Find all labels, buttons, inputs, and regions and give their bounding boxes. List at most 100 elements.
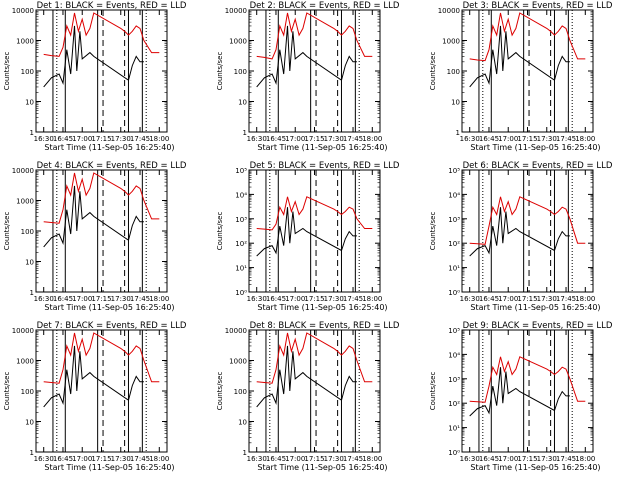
x-tick-label: 17:45	[130, 295, 150, 303]
y-tick-label: 100	[21, 68, 34, 76]
x-tick-label: 17:15	[517, 135, 537, 143]
x-tick-label: 17:30	[324, 135, 344, 143]
x-tick-label: 16:45	[266, 295, 286, 303]
x-tick-label: 17:45	[343, 135, 363, 143]
time-markers	[265, 330, 360, 452]
x-tick-label: 18:00	[149, 295, 169, 303]
x-tick-label: 16:45	[53, 135, 73, 143]
x-tick-label: 17:15	[91, 295, 111, 303]
x-tick-label: 17:15	[304, 455, 324, 463]
time-markers	[52, 330, 147, 452]
y-axis-label: Counts/sec	[216, 212, 224, 251]
y-tick-label: 10³	[235, 216, 247, 224]
x-tick-label: 18:00	[149, 455, 169, 463]
y-tick-label: 10⁵	[448, 167, 460, 175]
y-tick-label: 10⁵	[235, 167, 247, 175]
x-tick-label: 16:45	[479, 135, 499, 143]
x-axis-label: Start Time (11-Sep-05 16:25:40)	[257, 303, 387, 312]
x-tick-label: 17:00	[72, 135, 92, 143]
y-tick-label: 10³	[448, 216, 460, 224]
series-lld-line	[256, 196, 373, 231]
x-tick-label: 17:15	[304, 135, 324, 143]
y-axis-label: Counts/sec	[429, 372, 437, 411]
x-tick-label: 18:00	[575, 135, 595, 143]
y-tick-label: 10²	[448, 400, 460, 408]
y-axis-label: Counts/sec	[216, 372, 224, 411]
y-tick-label: 100	[234, 68, 247, 76]
x-axis-label: Start Time (11-Sep-05 16:25:40)	[257, 143, 387, 152]
x-tick-label: 17:15	[91, 455, 111, 463]
y-tick-label: 1000	[229, 358, 247, 366]
plot-frame	[248, 169, 381, 293]
x-tick-label: 16:30	[247, 455, 267, 463]
y-axis-label: Counts/sec	[3, 212, 11, 251]
time-markers	[265, 170, 360, 292]
y-tick-label: 10	[238, 99, 247, 107]
y-tick-label: 100	[21, 228, 34, 236]
y-tick-label: 1000	[16, 358, 34, 366]
y-tick-label: 10⁵	[448, 327, 460, 335]
time-markers	[265, 10, 360, 132]
x-tick-label: 16:45	[53, 295, 73, 303]
panel-title: Det 8: BLACK = Events, RED = LLD	[250, 321, 400, 331]
y-tick-label: 10000	[225, 7, 247, 15]
x-tick-label: 16:45	[266, 135, 286, 143]
y-axis-label: Counts/sec	[216, 52, 224, 91]
x-tick-label: 18:00	[575, 455, 595, 463]
y-tick-label: 10³	[448, 376, 460, 384]
series-lld-line	[43, 172, 160, 224]
x-tick-label: 17:45	[556, 295, 576, 303]
series-events-line	[469, 367, 570, 417]
series-events-line	[43, 25, 144, 88]
panel-det-7: Det 7: BLACK = Events, RED = LLD Counts/s…	[3, 321, 187, 472]
x-tick-label: 18:00	[575, 295, 595, 303]
plot-frame	[461, 329, 594, 453]
x-tick-label: 16:30	[460, 455, 480, 463]
series-lld-line	[43, 12, 160, 57]
x-tick-label: 17:00	[285, 455, 305, 463]
y-tick-label: 10	[25, 99, 34, 107]
x-tick-label: 16:30	[34, 455, 54, 463]
panel-title: Det 6: BLACK = Events, RED = LLD	[463, 161, 613, 171]
x-tick-label: 16:45	[266, 455, 286, 463]
time-markers	[478, 10, 573, 132]
x-tick-label: 17:15	[304, 295, 324, 303]
plot-frame	[35, 169, 168, 293]
x-tick-label: 17:30	[111, 295, 131, 303]
x-tick-label: 17:00	[498, 295, 518, 303]
y-axis-label: Counts/sec	[429, 52, 437, 91]
x-tick-label: 17:30	[324, 295, 344, 303]
series-events-line	[469, 25, 570, 88]
series-events-line	[43, 185, 144, 248]
x-tick-label: 16:45	[53, 455, 73, 463]
y-tick-label: 1	[243, 449, 247, 457]
y-tick-label: 1000	[16, 198, 34, 206]
series-lld-line	[43, 332, 160, 384]
x-tick-label: 17:45	[130, 135, 150, 143]
x-tick-label: 16:30	[34, 295, 54, 303]
y-tick-label: 10¹	[448, 265, 460, 273]
series-lld-line	[469, 196, 586, 245]
time-markers	[52, 10, 147, 132]
x-tick-label: 17:00	[72, 295, 92, 303]
x-tick-label: 17:30	[537, 455, 557, 463]
y-tick-label: 10²	[235, 240, 247, 248]
series-events-line	[256, 207, 357, 257]
y-tick-label: 10¹	[235, 265, 247, 273]
x-tick-label: 16:30	[247, 295, 267, 303]
y-tick-label: 1000	[442, 38, 460, 46]
x-tick-label: 17:00	[285, 295, 305, 303]
panel-det-2: Det 2: BLACK = Events, RED = LLD Counts/s…	[216, 1, 400, 152]
panel-title: Det 5: BLACK = Events, RED = LLD	[250, 161, 400, 171]
x-tick-label: 17:45	[343, 455, 363, 463]
x-tick-label: 16:30	[34, 135, 54, 143]
x-tick-label: 17:45	[556, 135, 576, 143]
y-axis-label: Counts/sec	[429, 212, 437, 251]
series-lld-line	[469, 356, 586, 403]
y-tick-label: 10	[451, 99, 460, 107]
y-tick-label: 10⁴	[235, 191, 247, 199]
y-tick-label: 10	[25, 419, 34, 427]
series-lld-line	[256, 12, 373, 60]
y-tick-label: 10⁰	[235, 289, 247, 297]
x-tick-label: 16:30	[460, 295, 480, 303]
